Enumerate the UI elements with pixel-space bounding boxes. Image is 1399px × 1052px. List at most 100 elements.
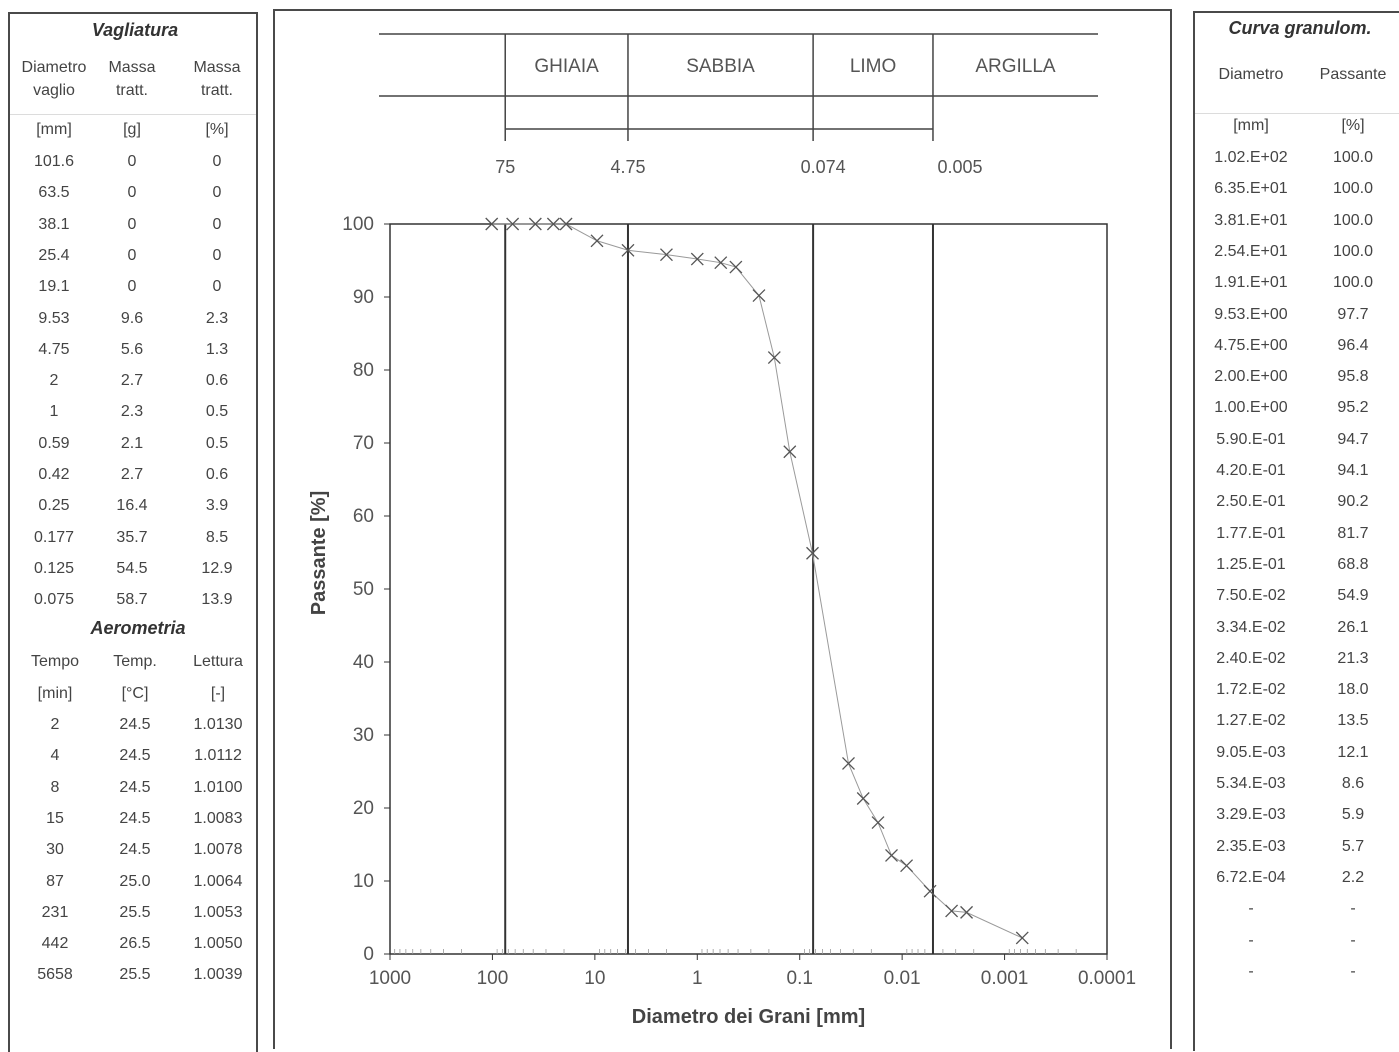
aero-cell: 1.0078 (193, 841, 243, 859)
aero-header: Tempo (30, 653, 80, 670)
curve-cell: 1.91.E+01 (1214, 274, 1288, 292)
marker-stroke (871, 816, 885, 830)
curve-cell: 1.77.E-01 (1216, 524, 1286, 542)
curve-cell: 3.34.E-02 (1216, 618, 1286, 636)
curve-cell: 7.50.E-02 (1216, 587, 1286, 605)
sieve-cell: 8.5 (205, 528, 229, 546)
y-tick-label: 80 (353, 360, 374, 381)
sieve-cell: 0.075 (33, 591, 75, 609)
curve-cell: 5.9 (1341, 806, 1365, 824)
plot-frame (389, 223, 1108, 955)
marker-stroke (506, 217, 520, 231)
marker-stroke (885, 848, 898, 862)
aero-cell: 26.5 (119, 935, 151, 953)
curve-cell: 100.0 (1332, 180, 1374, 198)
classification-label: SABBIA (686, 56, 755, 77)
sieve-cell: 0 (127, 215, 137, 233)
sieve-cell: 0 (212, 278, 222, 296)
sieve-column-header: Massa tratt. (193, 59, 241, 99)
curve-cell: - (1248, 962, 1254, 980)
curve-cell: 3.81.E+01 (1214, 211, 1288, 229)
classification-label: ARGILLA (975, 56, 1056, 77)
grain-size-chart-panel: GHIAIA SABBIA LIMO ARGILLA 75 4.75 0.074 0.005 0… (273, 9, 1172, 1049)
y-tick-label: 100 (342, 214, 374, 235)
sieve-cell: 0.59 (38, 434, 70, 452)
aero-cell: 442 (41, 935, 69, 953)
y-axis-label: Passante [%] (308, 491, 330, 616)
aero-cell: 25.5 (119, 903, 151, 921)
aero-cell: 24.5 (119, 841, 151, 859)
data-point-marker (945, 904, 959, 918)
curve-cell: 1.72.E-02 (1216, 681, 1286, 699)
marker-stroke (960, 905, 974, 919)
curve-cell: 9.53.E+00 (1214, 305, 1288, 323)
aero-cell: 25.5 (119, 966, 151, 984)
marker-stroke (767, 351, 781, 365)
curve-cell: 6.35.E+01 (1214, 180, 1288, 198)
data-point-marker (690, 252, 704, 266)
curve-cell: 2.2 (1341, 868, 1365, 886)
classification-limit: 0.074 (801, 157, 846, 177)
data-point-marker (528, 217, 542, 231)
curve-cell: 94.7 (1337, 430, 1369, 448)
data-point-marker (659, 248, 673, 262)
sieve-cell: 25.4 (38, 246, 70, 264)
classification-limit: 4.75 (610, 157, 645, 177)
marker-stroke (783, 445, 797, 459)
curve-cell: 97.7 (1337, 305, 1369, 323)
y-tick-label: 50 (353, 579, 374, 600)
marker-stroke (621, 243, 635, 257)
y-tick-label: 40 (353, 652, 374, 673)
sieve-cell: 0.25 (38, 497, 70, 515)
curve-cell: 26.1 (1337, 618, 1369, 636)
sieve-cell: 19.1 (38, 278, 70, 296)
marker-stroke (714, 256, 728, 270)
sieve-cell: 35.7 (116, 528, 148, 546)
curve-cell: 54.9 (1337, 587, 1369, 605)
sieve-cell: 0 (212, 215, 222, 233)
curve-cell: 2.35.E-03 (1216, 837, 1286, 855)
curve-cell: 4.75.E+00 (1214, 336, 1288, 354)
curve-cell: 13.5 (1337, 712, 1369, 730)
classification-limit: 75 (495, 157, 515, 177)
sieve-column-header: Diametro vaglio (21, 59, 87, 99)
aero-cell: 24.5 (119, 778, 151, 796)
granulometric-curve-panel: Curva granulom. Diametro Passante [mm] [%] 1.… (1193, 11, 1399, 1051)
data-point-marker (885, 848, 898, 862)
aero-cell: 8 (50, 778, 60, 796)
curve-cell: 5.90.E-01 (1216, 430, 1286, 448)
grain-size-curve (491, 223, 1023, 939)
curve-cell: - (1248, 931, 1254, 949)
sieve-cell: 1.3 (205, 340, 229, 358)
sieve-cell: 0 (212, 184, 222, 202)
curve-cell: 81.7 (1337, 524, 1369, 542)
sieve-unit: [mm] (36, 121, 72, 138)
data-point-marker (871, 816, 885, 830)
sieve-cell: 13.9 (201, 591, 233, 609)
curve-unit: [%] (1341, 117, 1365, 134)
sieve-cell: 4.75 (38, 340, 70, 358)
curve-cell: 2.00.E+00 (1214, 368, 1288, 386)
curve-unit: [mm] (1233, 117, 1269, 134)
x-axis-label: Diametro dei Grani [mm] (632, 1006, 865, 1028)
marker-stroke (528, 217, 542, 231)
sieve-cell: 0 (212, 153, 222, 170)
y-tick-label: 70 (353, 433, 374, 454)
sieve-cell: 9.53 (38, 309, 70, 327)
aerometria-title: Aerometria (90, 618, 186, 638)
curve-header: Diametro (1218, 66, 1284, 83)
sieve-cell: 0 (127, 184, 137, 202)
aero-cell: 4 (50, 747, 60, 765)
curve-cell: 4.20.E-01 (1216, 462, 1286, 479)
sieve-unit: [%] (205, 121, 229, 138)
data-point-marker (806, 546, 819, 560)
curve-cell: 2.50.E-01 (1216, 493, 1286, 511)
y-tick-label: 60 (353, 506, 374, 527)
curve-cell: 100.0 (1332, 274, 1374, 292)
aero-header: Lettura (193, 653, 243, 670)
curve-cell: 6.72.E-04 (1216, 868, 1286, 886)
curve-cell: 100.0 (1332, 242, 1374, 260)
aero-unit: [min] (37, 685, 73, 702)
curve-cell: 68.8 (1337, 555, 1369, 573)
data-point-marker (900, 859, 914, 873)
